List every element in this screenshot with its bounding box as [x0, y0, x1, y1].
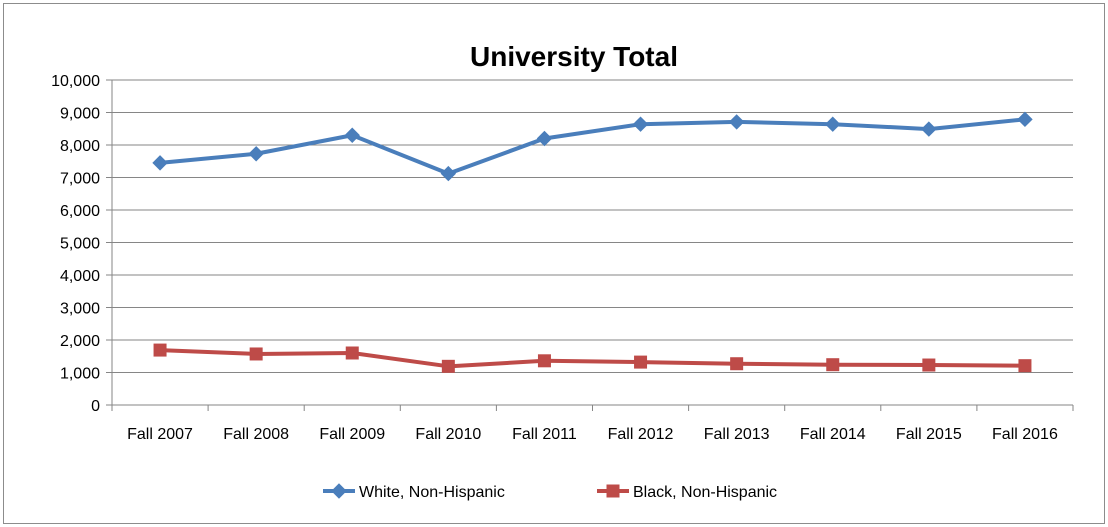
- legend-swatch-marker: [331, 483, 347, 499]
- data-point: [825, 116, 841, 132]
- y-tick-label: 10,000: [51, 73, 100, 90]
- x-tick-label: Fall 2011: [512, 426, 577, 443]
- x-tick-label: Fall 2008: [223, 426, 289, 443]
- series-line: [158, 117, 1027, 176]
- data-point: [152, 155, 168, 171]
- gridlines: [112, 79, 1073, 373]
- y-tick-label: 0: [91, 398, 100, 415]
- series-layer: [152, 111, 1033, 373]
- data-point: [536, 130, 553, 147]
- data-point: [1017, 111, 1033, 128]
- data-point: [634, 355, 648, 369]
- y-tick-label: 4,000: [60, 268, 100, 285]
- legend-label: White, Non-Hispanic: [359, 484, 505, 501]
- x-tick-label: Fall 2016: [992, 426, 1058, 443]
- x-tick-label: Fall 2009: [319, 426, 385, 443]
- data-point: [728, 114, 745, 130]
- x-tick-label: Fall 2015: [896, 426, 962, 443]
- y-tick-label: 2,000: [60, 333, 100, 350]
- data-point: [153, 343, 167, 357]
- y-tick-label: 6,000: [60, 203, 100, 220]
- data-point: [440, 165, 457, 182]
- series-line: [158, 348, 1027, 369]
- x-tick-label: Fall 2010: [415, 426, 481, 443]
- data-point: [826, 358, 840, 372]
- data-point: [537, 354, 551, 368]
- x-tick-label: Fall 2013: [704, 426, 770, 443]
- axes: [106, 79, 1074, 411]
- x-tick-label: Fall 2007: [127, 426, 193, 443]
- data-point: [632, 116, 649, 132]
- y-tick-label: 1,000: [60, 366, 100, 383]
- y-tick-label: 7,000: [60, 171, 100, 188]
- series-white-non-hispanic: [152, 111, 1033, 182]
- y-tick-label: 9,000: [60, 106, 100, 123]
- data-point: [344, 127, 360, 143]
- y-tick-label: 3,000: [60, 301, 100, 318]
- series-black-non-hispanic: [153, 343, 1032, 373]
- legend-item: White, Non-Hispanic: [323, 483, 505, 501]
- legend-swatch-marker: [606, 484, 620, 498]
- chart-frame: [3, 3, 1105, 524]
- y-tick-label: 5,000: [60, 236, 100, 253]
- chart-title: University Total: [470, 41, 678, 72]
- x-tick-label: Fall 2014: [800, 426, 866, 443]
- data-point: [249, 347, 263, 361]
- data-point: [922, 358, 936, 372]
- legend-item: Black, Non-Hispanic: [597, 484, 777, 501]
- data-point: [345, 346, 359, 360]
- data-point: [730, 357, 744, 371]
- legend: White, Non-Hispanic Black, Non-Hispanic: [323, 483, 777, 501]
- x-tick-labels: Fall 2007 Fall 2008 Fall 2009 Fall 2010 Fall…: [127, 426, 1058, 443]
- data-point: [248, 146, 264, 162]
- x-tick-label: Fall 2012: [608, 426, 674, 443]
- data-point: [1018, 359, 1032, 373]
- y-tick-labels: 0 1,000 2,000 3,000 4,000 5,000 6,000 7,000 8,00…: [51, 73, 100, 415]
- legend-label: Black, Non-Hispanic: [633, 484, 777, 501]
- data-point: [441, 359, 455, 373]
- y-tick-label: 8,000: [60, 138, 100, 155]
- data-point: [921, 121, 937, 137]
